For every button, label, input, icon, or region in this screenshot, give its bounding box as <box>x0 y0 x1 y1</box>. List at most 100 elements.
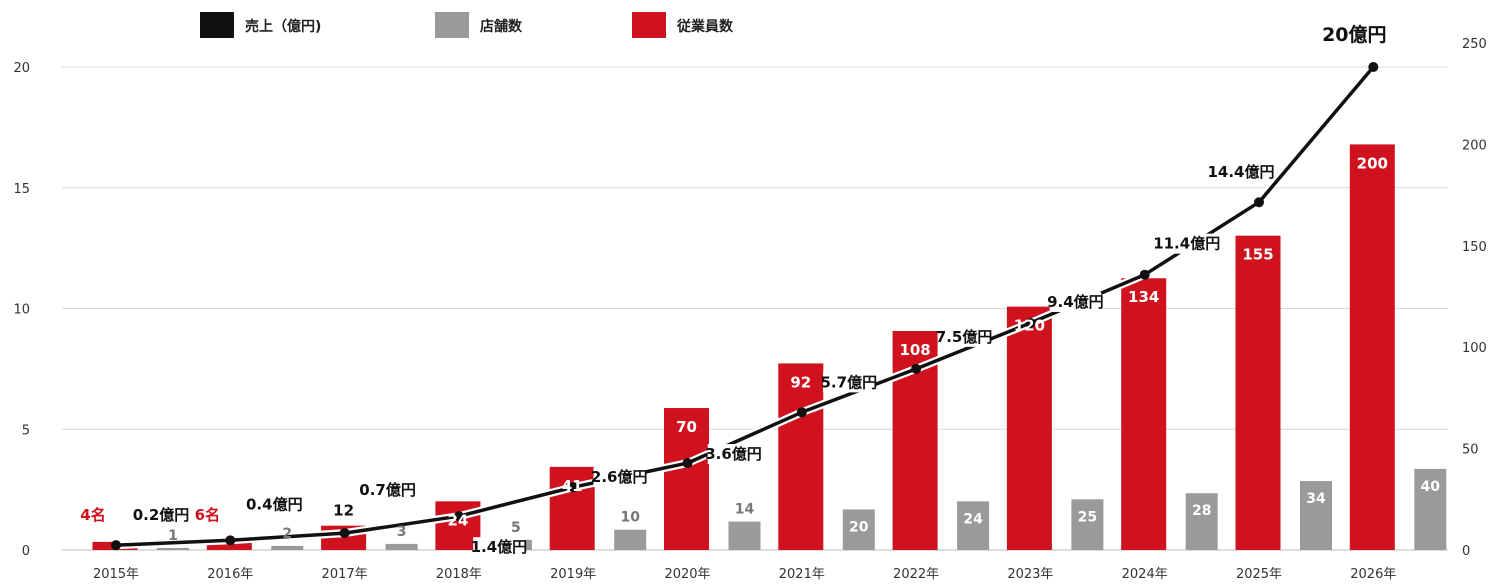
x-tick-label: 2015年 <box>93 567 139 582</box>
x-tick-label: 2016年 <box>207 567 253 582</box>
store-bar <box>271 545 304 550</box>
employee-value-label: 120 <box>1014 317 1045 335</box>
sales-point <box>911 363 922 374</box>
sales-line <box>115 65 1375 547</box>
y-left-tick-label: 5 <box>22 423 30 438</box>
sales-label-backdrop <box>1156 233 1218 254</box>
legend-swatch <box>435 12 469 38</box>
x-tick-label: 2020年 <box>664 567 710 582</box>
y-left-tick-label: 20 <box>13 61 30 76</box>
employee-value-label: 6名 <box>195 506 220 524</box>
store-bar <box>842 509 875 550</box>
store-bar <box>1071 499 1104 550</box>
employee-value-label: 200 <box>1357 154 1388 172</box>
sales-label-backdrop <box>1049 291 1102 312</box>
y-left-tick-label: 10 <box>13 303 30 318</box>
store-value-label: 3 <box>397 524 407 540</box>
store-bar <box>1414 468 1447 550</box>
sales-label-backdrop <box>938 326 990 347</box>
sales-label-backdrop <box>135 505 187 526</box>
sales-label-backdrop <box>823 372 875 393</box>
store-value-label: 20 <box>849 519 869 535</box>
y-left-tick-label: 15 <box>13 182 30 197</box>
sales-point <box>1139 269 1150 280</box>
employee-value-label: 4名 <box>80 506 105 524</box>
sales-point <box>225 535 236 546</box>
sales-value-label: 14.4億円 <box>1207 163 1274 181</box>
store-bar <box>385 543 418 550</box>
employee-value-label: 41 <box>562 477 583 495</box>
sales-value-label: 0.4億円 <box>246 495 303 513</box>
employee-value-label: 92 <box>790 373 811 391</box>
data-labels: 4名 1 6名 2 12 3 24 5 41 10 70 14 92 20 108 24 120 25 134 28 1… <box>80 23 1441 558</box>
employee-value-label: 134 <box>1128 288 1159 306</box>
sales-label-backdrop <box>473 537 525 558</box>
legend-swatch <box>200 12 234 38</box>
employee-bar <box>1006 306 1052 550</box>
y-right-tick-label: 0 <box>1462 544 1470 559</box>
sales-label-backdrop <box>1210 162 1272 183</box>
store-value-label: 5 <box>511 520 521 536</box>
bars <box>92 144 1447 550</box>
sales-point <box>682 458 693 469</box>
x-tick-label: 2021年 <box>779 567 825 582</box>
y-left-tick-label: 0 <box>22 544 30 559</box>
store-bar <box>1300 481 1332 550</box>
sales-label-backdrop <box>361 480 414 501</box>
employee-bar <box>1121 278 1167 550</box>
sales-label-backdrop <box>707 444 760 465</box>
sales-line-halo <box>115 64 1377 550</box>
legend-label: 売上（億円) <box>245 18 321 35</box>
store-value-label: 14 <box>735 502 755 518</box>
store-value-label: 10 <box>620 510 640 526</box>
legend: 売上（億円) 店舗数 従業員数 <box>200 12 734 38</box>
sales-value-label: 0.7億円 <box>359 481 416 499</box>
sales-value-label: 3.6億円 <box>705 445 762 463</box>
employee-value-label: 12 <box>333 502 354 520</box>
sales-label-backdrop <box>248 494 301 515</box>
store-bar <box>1185 493 1218 550</box>
sales-label-backdrop <box>1328 23 1381 46</box>
legend-label: 店舗数 <box>480 18 523 35</box>
x-tick-label: 2023年 <box>1007 567 1053 582</box>
sales-value-label: 20億円 <box>1322 23 1386 46</box>
employee-value-label: 155 <box>1242 246 1273 264</box>
store-value-label: 24 <box>963 511 983 527</box>
employee-value-label: 108 <box>899 341 930 359</box>
sales-value-label: 2.6億円 <box>591 468 648 486</box>
y-right-tick-label: 250 <box>1462 37 1487 52</box>
y-right-tick-label: 200 <box>1462 138 1487 153</box>
y-right-tick-label: 100 <box>1462 341 1487 356</box>
sales-point <box>453 511 464 522</box>
store-value-label: 1 <box>168 528 178 544</box>
sales-point <box>1254 197 1264 208</box>
x-tick-label: 2018年 <box>436 567 482 582</box>
store-value-label: 40 <box>1421 479 1441 495</box>
employee-value-label: 70 <box>676 418 697 436</box>
sales-point <box>1368 62 1379 72</box>
sales-value-label: 5.7億円 <box>821 373 878 391</box>
sales-point <box>1025 317 1036 328</box>
legend-swatch <box>632 12 666 38</box>
store-bar <box>957 501 990 550</box>
sales-value-label: 0.2億円 <box>133 506 190 524</box>
employee-bar <box>664 408 709 550</box>
employee-bar <box>1235 235 1281 550</box>
store-value-label: 28 <box>1192 503 1211 519</box>
store-bar <box>728 521 761 550</box>
sales-value-label: 9.4億円 <box>1047 293 1104 311</box>
y-right-tick-label: 150 <box>1462 240 1487 255</box>
x-tick-label: 2024年 <box>1122 567 1168 582</box>
sales-point <box>111 540 121 551</box>
x-tick-label: 2022年 <box>893 567 939 582</box>
employee-value-label: 24 <box>447 511 468 529</box>
employee-bar <box>778 363 824 550</box>
sales-label-backdrop <box>593 467 645 488</box>
x-tick-label: 2026年 <box>1350 567 1396 582</box>
x-tick-label: 2019年 <box>550 567 596 582</box>
store-bar <box>614 529 647 550</box>
x-tick-label: 2017年 <box>322 567 368 582</box>
